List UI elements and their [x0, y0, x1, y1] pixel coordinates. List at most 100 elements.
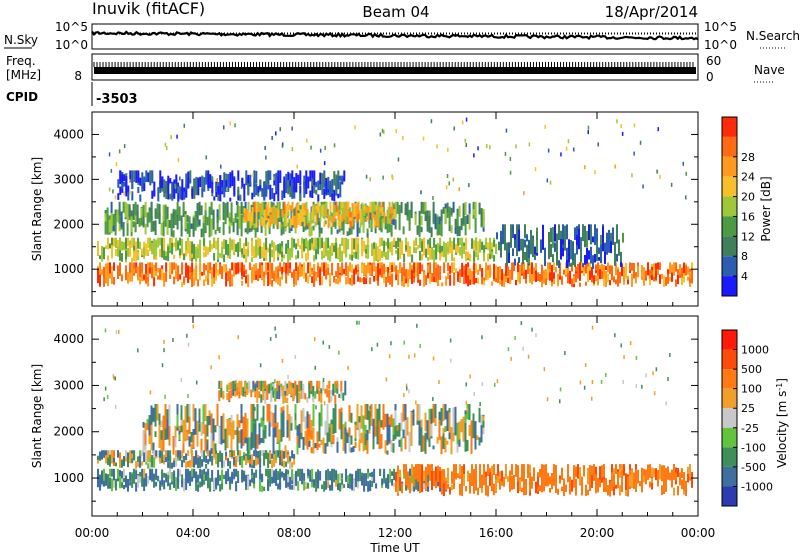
heatmap-cell: [525, 275, 527, 284]
heatmap-cell: [150, 411, 153, 425]
heatmap-cell: [659, 464, 661, 480]
heatmap-cell: [263, 271, 266, 282]
heatmap-cell: [479, 239, 482, 253]
heatmap-cell: [273, 473, 276, 483]
heatmap-cell: [260, 394, 263, 403]
heatmap-cell: [245, 269, 248, 275]
heatmap-cell: [142, 422, 145, 428]
heatmap-cell: [379, 237, 382, 247]
heatmap-cell: [447, 262, 450, 272]
heatmap-cell: [635, 469, 637, 479]
heatmap-cell: [281, 271, 284, 280]
heatmap-cell: [255, 263, 258, 275]
heatmap-cell: [441, 282, 444, 287]
heatmap-cell: [363, 205, 366, 211]
heatmap-cell: [623, 355, 625, 360]
noise-panel-frame: [91, 23, 699, 50]
heatmap-cell: [277, 244, 280, 258]
heatmap-cell: [246, 220, 249, 235]
heatmap-cell: [291, 237, 294, 248]
heatmap-cell: [233, 468, 236, 480]
heatmap-cell: [252, 173, 254, 178]
colorbar-tick-label: 24: [741, 171, 755, 184]
heatmap-cell: [207, 450, 210, 457]
heatmap-cell: [413, 247, 416, 253]
heatmap-cell: [357, 271, 360, 277]
heatmap-cell: [453, 262, 456, 271]
heatmap-cell: [232, 380, 235, 391]
heatmap-cell: [587, 266, 589, 283]
heatmap-cell: [185, 263, 188, 278]
heatmap-cell: [547, 148, 550, 153]
heatmap-cell: [369, 405, 371, 410]
heatmap-cell: [210, 208, 213, 215]
heatmap-cell: [323, 241, 326, 256]
heatmap-cell: [398, 213, 401, 231]
heatmap-cell: [153, 268, 156, 278]
heatmap-cell: [455, 464, 457, 476]
heatmap-cell: [193, 268, 196, 281]
heatmap-cell: [456, 214, 459, 226]
heatmap-cell: [413, 272, 416, 277]
colorbar-frame: [721, 116, 738, 297]
heatmap-cell: [300, 387, 303, 399]
heatmap-cell: [355, 238, 358, 252]
heatmap-cell: [389, 218, 392, 224]
heatmap-cell: [255, 183, 258, 196]
heatmap-cell: [179, 237, 182, 246]
heatmap-cell: [191, 451, 194, 457]
heatmap-cell: [171, 242, 174, 255]
heatmap-cell: [307, 245, 310, 260]
heatmap-cell: [537, 272, 539, 281]
heatmap-cell: [531, 327, 533, 332]
heatmap-cell: [419, 464, 421, 481]
heatmap-cell: [631, 273, 633, 287]
heatmap-cell: [451, 471, 453, 477]
heatmap-cell: [121, 241, 123, 251]
heatmap-cell: [139, 450, 142, 458]
heatmap-cell: [228, 419, 231, 436]
heatmap-cell: [169, 450, 172, 461]
heatmap-cell: [229, 268, 232, 277]
heatmap-cell: [541, 464, 543, 475]
heatmap-cell: [445, 185, 448, 190]
heatmap-cell: [323, 221, 326, 227]
heatmap-cell: [394, 201, 397, 219]
x-axis-title: Time UT: [369, 541, 420, 554]
heatmap-cell: [245, 475, 248, 486]
heatmap-cell: [441, 245, 444, 252]
heatmap-cell: [105, 245, 107, 249]
heatmap-cell: [144, 201, 147, 218]
heatmap-cell: [203, 177, 206, 192]
heatmap-cell: [255, 469, 258, 478]
heatmap-cell: [331, 193, 334, 201]
heatmap-cell: [408, 431, 411, 453]
heatmap-cell: [471, 470, 473, 484]
heatmap-cell: [679, 264, 681, 278]
heatmap-cell: [457, 245, 460, 254]
heatmap-cell: [221, 266, 224, 276]
heatmap-cell: [423, 246, 426, 256]
heatmap-cell: [230, 414, 233, 423]
heatmap-cell: [633, 151, 635, 156]
heatmap-cell: [181, 265, 184, 273]
heatmap-cell: [311, 178, 314, 186]
heatmap-cell: [299, 170, 302, 186]
heatmap-cell: [345, 262, 348, 276]
heatmap-cell: [315, 272, 318, 282]
heatmap-cell: [387, 267, 390, 273]
heatmap-cell: [483, 477, 485, 486]
heatmap-cell: [525, 269, 527, 279]
heatmap-cell: [337, 247, 340, 255]
heatmap-cell: [188, 436, 191, 447]
heatmap-cell: [507, 266, 510, 277]
heatmap-cell: [115, 162, 118, 167]
heatmap-cell: [493, 263, 496, 280]
heatmap-cell: [243, 242, 246, 250]
heatmap-cell: [375, 214, 378, 226]
heatmap-cell: [215, 262, 218, 275]
heatmap-cell: [261, 217, 264, 226]
heatmap-cell: [113, 468, 115, 481]
heatmap-cell: [151, 170, 154, 184]
